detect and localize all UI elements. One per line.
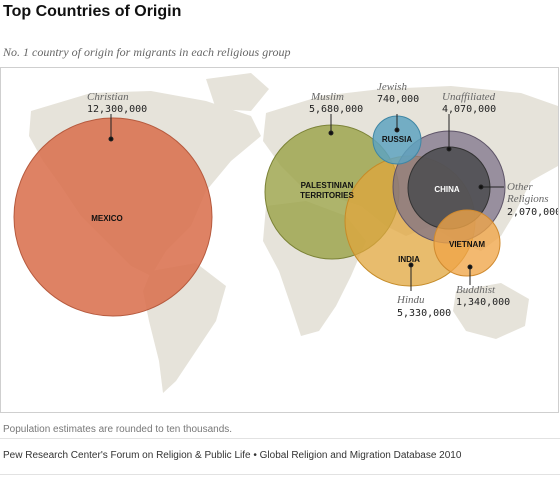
footnote: Population estimates are rounded to ten … (3, 424, 233, 435)
count-hindu: 5,330,000 (397, 308, 451, 319)
land-greenland (206, 73, 269, 111)
count-other: 2,070,000 (507, 207, 558, 218)
bubble-mexico[interactable] (13, 117, 213, 317)
divider-bottom (0, 474, 560, 475)
religion-labels: Christian Muslim Jewish Unaffiliated Oth… (87, 81, 549, 306)
label-religion-christian: Christian (87, 91, 129, 103)
dot-buddhist (467, 264, 473, 270)
land-australia (453, 283, 529, 339)
migrant-counts: 12,300,000 5,680,000 740,000 4,070,000 2… (87, 94, 558, 319)
count-jewish: 740,000 (377, 94, 419, 105)
leaders (108, 114, 504, 291)
label-religion-muslim: Muslim (310, 91, 344, 103)
label-religion-unaffiliated: Unaffiliated (442, 91, 496, 103)
dot-muslim (328, 130, 334, 136)
bubble-vietnam[interactable] (433, 209, 501, 277)
label-religion-buddhist: Buddhist (456, 284, 496, 296)
label-country-china: CHINA (434, 185, 460, 194)
dot-hindu (408, 262, 414, 268)
label-country-palestinian-line1: PALESTINIAN (301, 181, 354, 190)
dot-other (478, 184, 484, 190)
page-subtitle: No. 1 country of origin for migrants in … (3, 45, 291, 59)
count-christian: 12,300,000 (87, 104, 147, 115)
count-muslim: 5,680,000 (309, 104, 363, 115)
dot-christian (108, 136, 114, 142)
label-country-palestinian-line2: TERRITORIES (300, 191, 354, 200)
country-labels: MEXICO PALESTINIAN TERRITORIES RUSSIA CH… (91, 135, 485, 264)
map-panel: MEXICO PALESTINIAN TERRITORIES RUSSIA CH… (0, 67, 559, 413)
page-title: Top Countries of Origin (3, 3, 182, 20)
count-buddhist: 1,340,000 (456, 297, 510, 308)
label-religion-other-line2: Religions (506, 193, 549, 205)
label-religion-jewish: Jewish (377, 81, 407, 93)
count-unaffiliated: 4,070,000 (442, 104, 496, 115)
source-line: Pew Research Center's Forum on Religion … (3, 450, 462, 461)
divider (0, 438, 560, 439)
label-country-russia: RUSSIA (382, 135, 412, 144)
bubbles (13, 115, 506, 317)
origin-bubble-map: MEXICO PALESTINIAN TERRITORIES RUSSIA CH… (13, 73, 558, 393)
label-religion-other-line1: Other (507, 181, 533, 193)
label-country-mexico: MEXICO (91, 214, 123, 223)
dot-unaffiliated (446, 146, 452, 152)
label-country-india: INDIA (398, 255, 420, 264)
label-country-vietnam: VIETNAM (449, 240, 485, 249)
label-religion-hindu: Hindu (396, 294, 425, 306)
dot-jewish (394, 127, 400, 133)
